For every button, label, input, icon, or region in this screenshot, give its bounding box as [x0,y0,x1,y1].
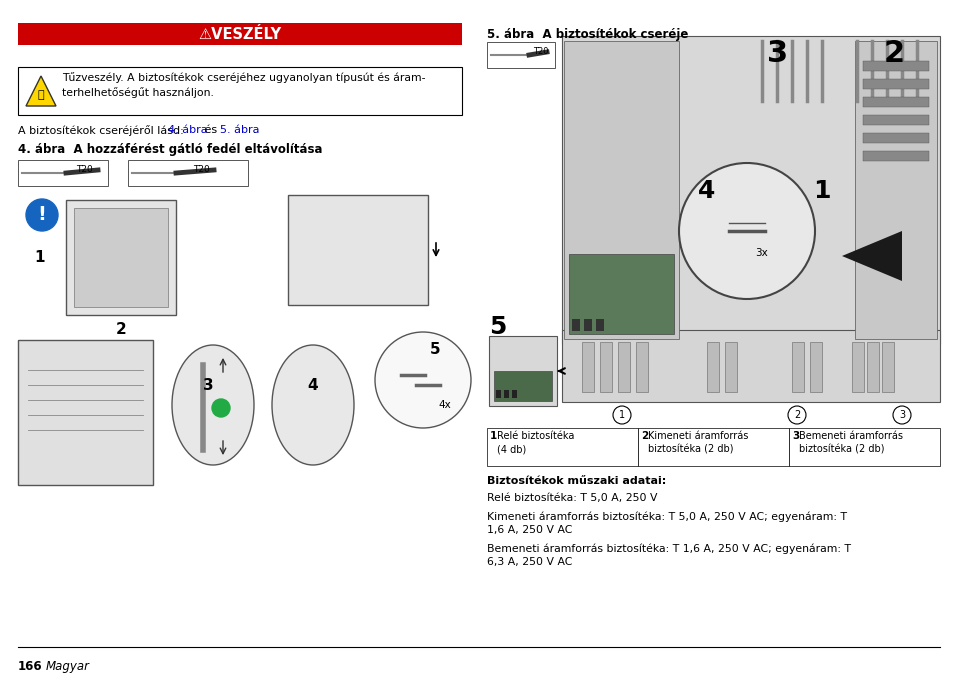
Bar [561,36,939,344]
Bar [862,133,928,143]
Text: 4x: 4x [438,400,451,410]
Text: !: ! [37,205,47,223]
Text: T20: T20 [76,165,92,174]
Bar [581,342,594,392]
Text: Magyar: Magyar [46,660,90,673]
Text: és: és [201,125,221,135]
Text: biztosítéka (2 db): biztosítéka (2 db) [647,444,733,454]
Text: ⚠VESZÉLY: ⚠VESZÉLY [198,26,281,42]
Text: 2: 2 [640,431,648,441]
Text: 6,3 A, 250 V AC: 6,3 A, 250 V AC [486,557,572,567]
Bar [862,151,928,161]
Text: 3x: 3x [755,248,767,258]
Text: (4 db): (4 db) [497,444,526,454]
Bar [599,342,612,392]
Bar [503,390,509,398]
Text: 5. ábra  A biztosítékok cseréje: 5. ábra A biztosítékok cseréje [486,28,688,41]
Circle shape [613,406,630,424]
Bar [496,390,500,398]
Circle shape [679,163,814,299]
Text: 3: 3 [791,431,799,441]
Bar [66,200,175,315]
Bar [18,23,461,45]
Bar [18,340,152,485]
Bar [494,371,552,401]
Bar [862,79,928,89]
Text: 4. ábra: 4. ábra [169,125,208,135]
Circle shape [375,332,471,428]
Text: Relé biztosítéka: Relé biztosítéka [497,431,574,441]
Bar [866,342,878,392]
Circle shape [26,199,58,231]
Bar [809,342,821,392]
Text: 🔥: 🔥 [38,90,44,100]
Bar [563,41,679,339]
Text: Bemeneti áramforrás biztosítéka: T 1,6 A, 250 V AC; egyenáram: T: Bemeneti áramforrás biztosítéka: T 1,6 A… [486,543,850,553]
Text: 1: 1 [490,431,497,441]
Bar [18,160,108,186]
Bar [854,41,936,339]
Bar [596,319,603,331]
Text: Kimeneti áramforrás biztosítéka: T 5,0 A, 250 V AC; egyenáram: T: Kimeneti áramforrás biztosítéka: T 5,0 A… [486,511,846,522]
Bar [882,342,893,392]
Polygon shape [26,76,56,106]
Text: .: . [253,125,256,135]
Bar [561,330,939,402]
Bar [572,319,579,331]
Bar [788,428,939,466]
Text: 5. ábra: 5. ábra [220,125,259,135]
Text: biztosítéka (2 db): biztosítéka (2 db) [799,444,883,454]
Text: Kimeneti áramforrás: Kimeneti áramforrás [647,431,747,441]
Bar [618,342,629,392]
Text: 1,6 A, 250 V AC: 1,6 A, 250 V AC [486,524,572,534]
Text: 5: 5 [429,343,440,357]
Bar [568,254,673,334]
Text: 5: 5 [489,315,506,339]
Bar [486,42,555,68]
Bar [288,195,428,305]
Ellipse shape [272,345,354,465]
Bar [862,115,928,125]
Bar [486,428,638,466]
Text: 1: 1 [618,410,624,420]
Bar [724,342,737,392]
Bar [583,319,592,331]
Bar [18,67,461,115]
Bar [489,336,557,406]
Text: 1: 1 [812,179,830,203]
Bar [636,342,647,392]
Text: Biztosítékok műszaki adatai:: Biztosítékok műszaki adatai: [486,476,665,486]
Text: Tűzveszély. A biztosítékok cseréjéhez ugyanolyan típusút és áram-
terhelhetőségű: Tűzveszély. A biztosítékok cseréjéhez ug… [62,72,425,98]
Bar [851,342,863,392]
Bar [512,390,517,398]
Text: 1: 1 [34,250,45,266]
Bar [638,428,788,466]
Text: 3: 3 [898,410,904,420]
Circle shape [212,399,230,417]
Bar [74,208,168,307]
Polygon shape [841,231,901,281]
Bar [706,342,719,392]
Text: T20: T20 [533,47,548,56]
Text: 2: 2 [883,40,904,69]
Text: 2: 2 [115,322,126,336]
Text: T20: T20 [193,165,210,174]
Text: 3: 3 [202,378,213,392]
Text: Bemeneti áramforrás: Bemeneti áramforrás [799,431,902,441]
Circle shape [892,406,910,424]
Text: 166: 166 [18,660,43,673]
Text: 4. ábra  A hozzáférést gátló fedél eltávolítása: 4. ábra A hozzáférést gátló fedél eltávo… [18,143,322,156]
Ellipse shape [172,345,253,465]
Text: 2: 2 [793,410,800,420]
Circle shape [787,406,805,424]
Text: 4: 4 [308,378,318,392]
Text: Relé biztosítéka: T 5,0 A, 250 V: Relé biztosítéka: T 5,0 A, 250 V [486,493,657,503]
Bar [791,342,803,392]
Bar [862,97,928,107]
Text: 4: 4 [698,179,715,203]
Text: 3: 3 [766,40,787,69]
Bar [862,61,928,71]
Text: A biztosítékok cseréjéről lásd:: A biztosítékok cseréjéről lásd: [18,125,187,136]
Bar [128,160,248,186]
